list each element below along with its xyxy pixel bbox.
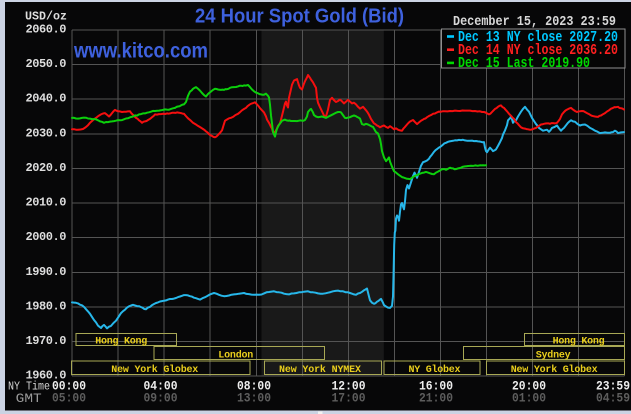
svg-text:December 15, 2023 23:59: December 15, 2023 23:59 (453, 15, 616, 30)
svg-text:12:00: 12:00 (332, 378, 366, 393)
svg-text:24 Hour Spot Gold (Bid): 24 Hour Spot Gold (Bid) (195, 5, 404, 28)
svg-text:1960.0: 1960.0 (26, 369, 67, 383)
svg-text:NY Globex: NY Globex (409, 364, 461, 376)
svg-text:17:00: 17:00 (332, 391, 366, 406)
svg-text:05:00: 05:00 (52, 391, 86, 406)
svg-text:2040.0: 2040.0 (26, 92, 67, 106)
svg-text:23:59: 23:59 (596, 378, 630, 393)
svg-text:20:00: 20:00 (512, 378, 546, 393)
svg-text:21:00: 21:00 (419, 391, 453, 406)
svg-text:NY Time: NY Time (8, 379, 50, 393)
svg-text:2030.0: 2030.0 (26, 126, 67, 140)
svg-text:1970.0: 1970.0 (26, 334, 67, 348)
svg-text:09:00: 09:00 (144, 391, 178, 406)
svg-text:USD/oz: USD/oz (25, 10, 67, 24)
svg-text:2050.0: 2050.0 (26, 57, 67, 71)
svg-text:New York NYMEX: New York NYMEX (279, 364, 361, 376)
svg-text:Dec 15 Last 2019.90: Dec 15 Last 2019.90 (458, 56, 590, 72)
svg-text:1990.0: 1990.0 (26, 265, 67, 279)
svg-text:04:00: 04:00 (144, 378, 178, 393)
svg-text:04:59: 04:59 (596, 391, 630, 406)
svg-text:2000.0: 2000.0 (26, 230, 67, 244)
svg-text:Hong Kong: Hong Kong (553, 336, 605, 347)
svg-text:1980.0: 1980.0 (26, 299, 67, 313)
svg-text:London: London (218, 349, 253, 361)
svg-text:Sydney: Sydney (536, 349, 571, 361)
svg-text:Dec 14 NY close 2036.20: Dec 14 NY close 2036.20 (458, 43, 618, 59)
svg-text:01:00: 01:00 (512, 391, 546, 406)
svg-text:Dec 13 NY close 2027.20: Dec 13 NY close 2027.20 (458, 30, 618, 46)
svg-text:2020.0: 2020.0 (26, 161, 67, 175)
svg-text:2010.0: 2010.0 (26, 196, 67, 210)
svg-text:08:00: 08:00 (237, 378, 271, 393)
svg-text:16:00: 16:00 (419, 378, 453, 393)
svg-text:2060.0: 2060.0 (26, 23, 67, 37)
svg-text:New York Globex: New York Globex (111, 364, 198, 376)
svg-text:Hong Kong: Hong Kong (95, 336, 147, 347)
svg-text:00:00: 00:00 (52, 378, 86, 393)
svg-text:GMT: GMT (16, 392, 43, 406)
svg-text:www.kitco.com: www.kitco.com (73, 40, 208, 63)
svg-text:13:00: 13:00 (237, 391, 271, 406)
svg-text:New York Globex: New York Globex (511, 364, 598, 376)
